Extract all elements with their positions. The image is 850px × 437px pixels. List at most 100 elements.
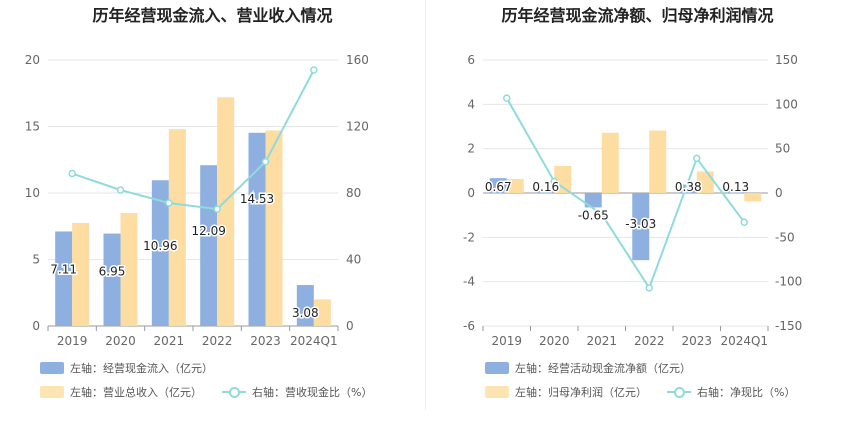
- ratio-point: [261, 157, 270, 166]
- bar-secondary: [168, 129, 186, 326]
- ratio-line: [71, 69, 315, 211]
- right-axis-tick-label: 100: [775, 97, 798, 111]
- cash-inflow-revenue-chart: 0 5 10 15 20 0 40 80 120 160 2019 2020 2021 2022 2023 2…: [25, 53, 369, 348]
- ratio-point: [165, 199, 173, 207]
- legend-label: 左轴：经营现金流入（亿元）: [70, 362, 213, 375]
- x-axis-category-label: 2021: [586, 334, 617, 348]
- left-axis-tick-label: -2: [463, 230, 475, 244]
- legend-swatch-orange: [485, 386, 509, 398]
- bar-data-label: 0.13: [722, 180, 749, 194]
- legend-line-marker: [667, 386, 691, 398]
- legend-label: 左轴：归母净利润（亿元）: [515, 386, 647, 399]
- ratio-point: [68, 169, 76, 178]
- bar-data-label: 0.67: [485, 180, 512, 194]
- bar-primary: [200, 165, 218, 326]
- ratio-point: [503, 94, 511, 102]
- left-axis-tick-label: -6: [463, 319, 475, 333]
- right-axis-tick-label: 150: [775, 53, 798, 67]
- bar-primary: [727, 190, 745, 193]
- legend-swatch-orange: [40, 386, 64, 398]
- bar-data-label: 6.95: [99, 265, 126, 279]
- right-axis-tick-label: 40: [346, 253, 361, 267]
- left-axis-tick-label: 15: [25, 120, 40, 134]
- bar-primary: [296, 285, 314, 326]
- right-chart-panel: 历年经营现金流净额、归母净利润情况 -6 -4 -2 0 2 4 6 -150 -100 -50 0…: [425, 0, 850, 437]
- right-axis-tick-label: 120: [346, 120, 369, 134]
- bar-data-label: -0.65: [578, 208, 609, 222]
- bar-data-label: 14.53: [240, 192, 274, 206]
- bar-primary: [151, 180, 169, 326]
- bar-secondary: [649, 130, 667, 193]
- left-axis-tick-label: 5: [32, 253, 40, 267]
- bar-primary: [103, 233, 121, 326]
- x-axis-category-label: 2019: [57, 334, 88, 348]
- legend-label: 左轴：经营活动现金流净额（亿元）: [515, 362, 691, 375]
- legend-label: 左轴：营业总收入（亿元）: [70, 386, 202, 399]
- x-axis-category-label: 2023: [250, 334, 281, 348]
- net-cashflow-profit-chart: -6 -4 -2 0 2 4 6 -150 -100 -50 0 50 100 150 2019 2020 20…: [463, 53, 802, 348]
- bar-data-label: 3.08: [292, 306, 319, 320]
- ratio-point: [310, 66, 318, 74]
- bar-secondary: [265, 130, 283, 326]
- right-axis-tick-label: 160: [346, 53, 369, 67]
- left-chart-panel: 历年经营现金流入、营业收入情况 0 5 10 15 20 0 40 80 120 160 2019 2…: [25, 6, 373, 399]
- bar-primary: [632, 193, 650, 261]
- chart-title: 历年经营现金流入、营业收入情况: [92, 6, 333, 25]
- left-axis-tick-label: 20: [25, 53, 40, 67]
- x-axis-category-label: 2021: [154, 334, 185, 348]
- left-axis-tick-label: 0: [467, 186, 475, 200]
- chart-title: 历年经营现金流净额、归母净利润情况: [501, 6, 774, 25]
- left-axis-tick-label: 6: [467, 53, 475, 67]
- right-axis-tick-label: -150: [775, 319, 802, 333]
- legend-swatch-blue: [485, 362, 509, 374]
- legend-item-cash-ratio[interactable]: 右轴：营收现金比（%）: [222, 384, 373, 399]
- left-axis-tick-label: 10: [25, 186, 40, 200]
- legend-item-net-profit[interactable]: 左轴：归母净利润（亿元）: [485, 384, 647, 399]
- ratio-point: [645, 284, 653, 292]
- bar-primary: [55, 231, 73, 326]
- bar-secondary: [744, 193, 762, 202]
- ratio-point: [693, 154, 701, 163]
- right-axis-tick-label: -50: [775, 230, 795, 244]
- left-axis-tick-label: 4: [467, 97, 475, 111]
- bar-secondary: [217, 97, 235, 327]
- legend-item-net-cash-ratio[interactable]: 右轴：净现比（%）: [667, 384, 796, 399]
- ratio-line: [505, 97, 746, 291]
- x-axis-category-label: 2022: [202, 334, 233, 348]
- bar-secondary: [506, 179, 524, 193]
- right-axis-tick-label: 0: [346, 319, 354, 333]
- x-axis-category-label: 2020: [105, 334, 136, 348]
- left-axis-tick-label: 2: [467, 142, 475, 156]
- bar-data-label: 0.16: [532, 180, 559, 194]
- right-axis-tick-label: 80: [346, 186, 361, 200]
- bar-primary: [489, 178, 507, 193]
- x-axis-category-label: 2022: [634, 334, 665, 348]
- right-axis-tick-label: 0: [775, 186, 783, 200]
- legend-item-revenue[interactable]: 左轴：营业总收入（亿元）: [40, 384, 202, 399]
- legend-label: 右轴：净现比（%）: [697, 386, 796, 399]
- legend-item-net-cashflow[interactable]: 左轴：经营活动现金流净额（亿元）: [485, 360, 691, 375]
- bar-data-label: 12.09: [191, 224, 225, 238]
- right-axis-tick-label: 50: [775, 142, 790, 156]
- left-axis-tick-label: -4: [463, 275, 475, 289]
- ratio-point: [116, 186, 125, 194]
- bar-data-label: 10.96: [143, 239, 177, 253]
- bar-primary: [248, 132, 266, 326]
- bar-secondary: [601, 132, 619, 193]
- right-axis-tick-label: -100: [775, 275, 802, 289]
- x-axis-category-label: 2019: [491, 334, 522, 348]
- legend-swatch-blue: [40, 362, 64, 374]
- bar-secondary: [120, 212, 138, 326]
- x-axis-category-label: 2024Q1: [290, 334, 338, 348]
- legend-item-cash-inflow[interactable]: 左轴：经营现金流入（亿元）: [40, 360, 213, 375]
- legend-label: 右轴：营收现金比（%）: [252, 386, 373, 399]
- ratio-point: [598, 210, 606, 219]
- bar-data-label: 7.11: [50, 262, 77, 276]
- bar-secondary: [554, 165, 572, 193]
- bar-data-label: -3.03: [625, 217, 656, 231]
- bar-primary: [537, 189, 555, 193]
- bar-data-label: 0.38: [675, 180, 702, 194]
- x-axis-category-label: 2020: [539, 334, 570, 348]
- ratio-point: [550, 177, 558, 186]
- left-axis-tick-label: 0: [32, 319, 40, 333]
